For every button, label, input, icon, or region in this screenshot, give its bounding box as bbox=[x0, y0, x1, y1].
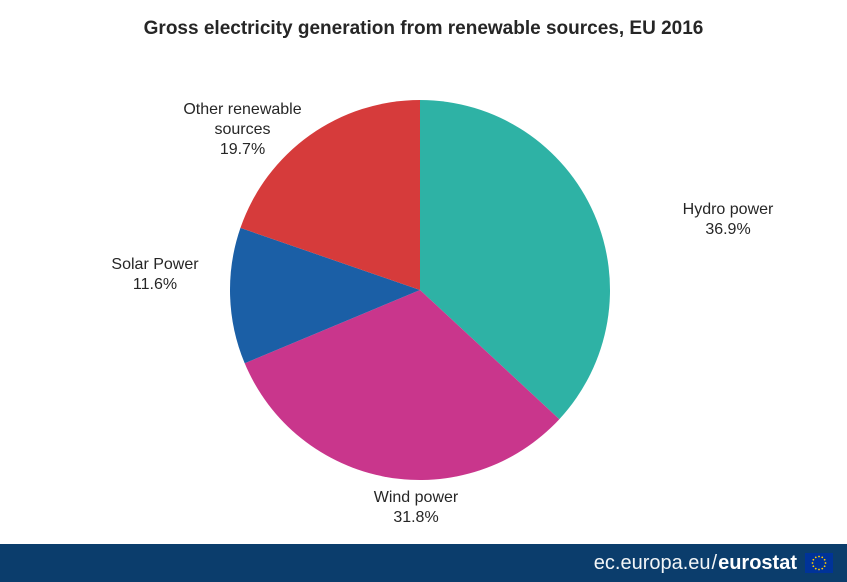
pie-slice-label-line: Wind power bbox=[356, 488, 476, 508]
pie-chart: Hydro power36.9% Wind power31.8% Solar Pow… bbox=[0, 0, 847, 582]
pie-slice-label-line: sources bbox=[160, 120, 325, 140]
pie-slice-label-percent: 11.6% bbox=[95, 275, 215, 295]
pie-slice-label: Solar Power11.6% bbox=[95, 255, 215, 295]
footer-slash: / bbox=[712, 552, 718, 575]
footer-brand: eurostat bbox=[718, 552, 797, 575]
footer-domain: ec.europa.eu bbox=[594, 552, 711, 575]
eu-flag-icon bbox=[805, 553, 833, 573]
pie-slice-label-line: Solar Power bbox=[95, 255, 215, 275]
pie-slice-label-percent: 36.9% bbox=[668, 220, 788, 240]
pie-slice-label: Other renewablesources19.7% bbox=[160, 100, 325, 160]
footer-bar: ec.europa.eu / eurostat bbox=[0, 544, 847, 582]
pie-slice-label-line: Other renewable bbox=[160, 100, 325, 120]
pie-slice-label-line: Hydro power bbox=[668, 200, 788, 220]
pie-slice-label: Wind power31.8% bbox=[356, 488, 476, 528]
pie-slice-label-percent: 19.7% bbox=[160, 140, 325, 160]
pie-slice-label-percent: 31.8% bbox=[356, 508, 476, 528]
pie-slice-label: Hydro power36.9% bbox=[668, 200, 788, 240]
